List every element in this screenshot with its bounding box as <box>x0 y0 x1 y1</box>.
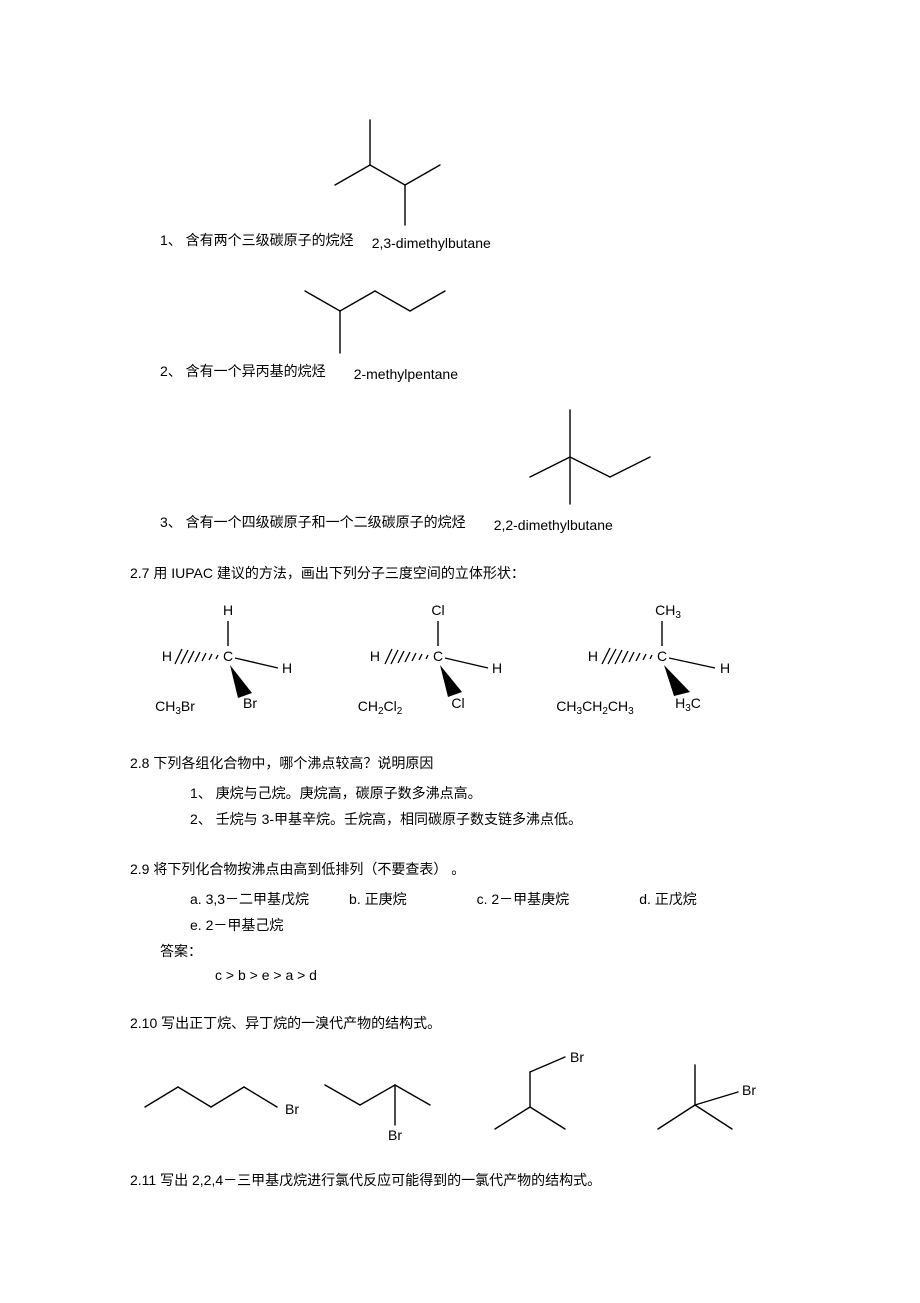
page: 1、 含有两个三级碳原子的烷烃 2,3-dimethylbutane 2、 含有… <box>0 0 920 1260</box>
q27-m2: Cl H H C Cl CH2Cl2 <box>330 593 540 723</box>
q29-opt-c: c. 2－甲基庚烷 <box>477 889 570 909</box>
structure-3-label: 3、 含有一个四级碳原子和一个二级碳原子的烷烃 <box>160 512 466 533</box>
methylpentane-svg <box>280 261 500 361</box>
br-label-3: Br <box>570 1049 584 1065</box>
m1-left: H <box>162 648 172 664</box>
q29-answer: c > b > e > a > d <box>215 967 820 983</box>
q28-a2: 2、 壬烷与 3-甲基辛烷。壬烷高，相同碳原子数支链多沸点低。 <box>190 809 820 829</box>
q29-opt-d: d. 正戊烷 <box>639 889 697 909</box>
structure-1-row: 1、 含有两个三级碳原子的烷烃 2,3-dimethylbutane <box>130 230 820 251</box>
structure-1-diagram <box>300 100 820 230</box>
q27-header: 2.7 用 IUPAC 建议的方法，画出下列分子三度空间的立体形状： <box>130 563 820 583</box>
q210-structures: Br Br Br <box>130 1047 820 1142</box>
structure-1-name: 2,3-dimethylbutane <box>372 235 491 251</box>
q29-opt-e: e. 2－甲基己烷 <box>190 915 820 935</box>
q29-opt-b: b. 正庚烷 <box>349 889 407 909</box>
isobutane-1br: Br <box>470 1047 630 1142</box>
m3-h3c: H3C <box>675 695 701 714</box>
m2-center: C <box>433 648 443 664</box>
nbutane-2br: Br <box>310 1047 470 1142</box>
q29-answer-label: 答案： <box>160 941 820 961</box>
br-label-4: Br <box>742 1082 756 1098</box>
q27-m1: H H H C Br CH3Br <box>130 593 330 723</box>
structure-3-diagram <box>500 392 820 512</box>
m3-formula: CH3CH2CH3 <box>556 698 634 717</box>
br-label-1: Br <box>285 1101 299 1117</box>
nbutane-1br: Br <box>130 1047 310 1142</box>
structure-2-label: 2、 含有一个异丙基的烷烃 <box>160 361 326 382</box>
m2-left: H <box>370 648 380 664</box>
dimethylbutane-svg <box>300 100 480 230</box>
br-label-2: Br <box>388 1127 402 1142</box>
q27-molecules: H H H C Br CH3Br <box>130 593 820 723</box>
structure-2-row: 2、 含有一个异丙基的烷烃 2-methylpentane <box>130 361 820 382</box>
m3-top: CH3 <box>655 602 681 621</box>
m1-formula: CH3Br <box>155 698 195 717</box>
structure-2-name: 2-methylpentane <box>354 366 458 382</box>
structure-2-diagram <box>280 261 820 361</box>
m1-br: Br <box>243 695 257 711</box>
m2-top: Cl <box>431 602 444 618</box>
q210-header: 2.10 写出正丁烷、异丁烷的一溴代产物的结构式。 <box>130 1013 820 1033</box>
isobutane-2br: Br <box>630 1047 790 1142</box>
m2-cl: Cl <box>451 695 464 711</box>
q29-opt-a: a. 3,3－二甲基戊烷 <box>190 889 309 909</box>
m3-left: H <box>588 648 598 664</box>
m2-right: H <box>492 660 502 676</box>
structure-3-row: 3、 含有一个四级碳原子和一个二级碳原子的烷烃 2,2-dimethylbuta… <box>130 512 820 533</box>
m1-top: H <box>223 602 233 618</box>
m2-formula: CH2Cl2 <box>358 698 403 717</box>
q211-header: 2.11 写出 2,2,4－三甲基戊烷进行氯代反应可能得到的一氯代产物的结构式。 <box>130 1170 820 1190</box>
q28-header: 2.8 下列各组化合物中，哪个沸点较高？说明原因 <box>130 753 820 773</box>
structure-1-label: 1、 含有两个三级碳原子的烷烃 <box>160 230 354 251</box>
dimethylbutane22-svg <box>500 392 680 512</box>
m3-right: H <box>720 660 730 676</box>
q27-m3: CH3 H H C H3C CH3CH2CH3 <box>540 593 770 723</box>
m1-center: C <box>223 648 233 664</box>
m1-right: H <box>282 660 292 676</box>
m3-center: C <box>657 648 667 664</box>
structure-3-name: 2,2-dimethylbutane <box>494 517 613 533</box>
q29-header: 2.9 将下列化合物按沸点由高到低排列（不要查表） 。 <box>130 859 820 879</box>
q28-a1: 1、 庚烷与己烷。庚烷高，碳原子数多沸点高。 <box>190 783 820 803</box>
q29-opts-row1: a. 3,3－二甲基戊烷 b. 正庚烷 c. 2－甲基庚烷 d. 正戊烷 <box>190 889 820 909</box>
